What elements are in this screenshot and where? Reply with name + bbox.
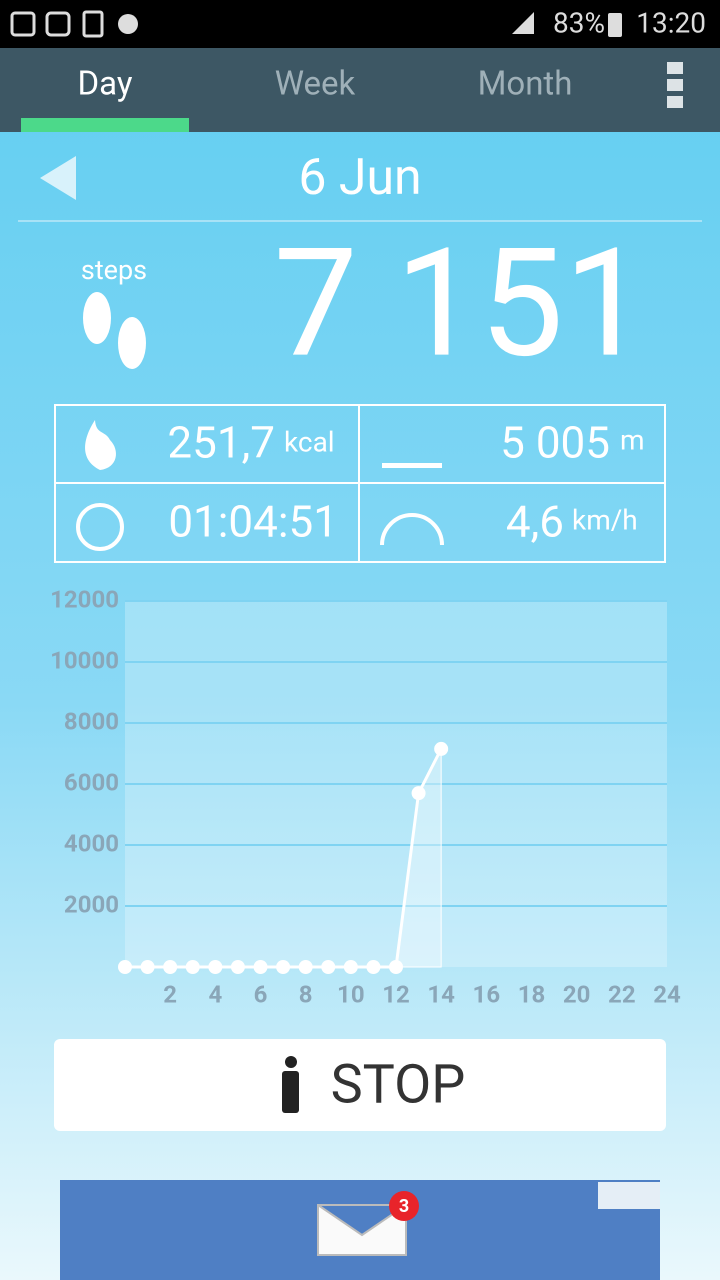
tab-month[interactable]: Month bbox=[478, 65, 573, 104]
stop-button[interactable] bbox=[54, 1039, 666, 1131]
x-tick-label: 2 bbox=[163, 980, 177, 1008]
duration-value: 01:04:51 bbox=[168, 496, 338, 548]
ad-choices[interactable] bbox=[598, 1182, 660, 1209]
y-tick-label: 12000 bbox=[50, 585, 119, 613]
clock: 13:20 bbox=[636, 6, 706, 39]
point bbox=[253, 960, 268, 974]
x-tick-label: 10 bbox=[337, 980, 365, 1008]
y-tick-label: 8000 bbox=[64, 707, 119, 735]
point bbox=[343, 960, 358, 974]
distance-unit: m bbox=[620, 423, 645, 456]
point bbox=[230, 960, 245, 974]
y-tick-label: 6000 bbox=[64, 768, 119, 796]
point bbox=[118, 960, 132, 974]
x-tick-label: 8 bbox=[299, 980, 313, 1008]
footprints-icon bbox=[83, 292, 146, 369]
point bbox=[411, 786, 426, 801]
badge-count: 3 bbox=[399, 1196, 409, 1217]
x-tick-label: 12 bbox=[382, 980, 410, 1008]
point bbox=[208, 960, 223, 974]
menu-button[interactable] bbox=[667, 62, 683, 108]
stats-grid bbox=[54, 404, 666, 563]
calories-value: 251,7 bbox=[167, 417, 275, 469]
point bbox=[389, 960, 403, 974]
x-tick-label: 20 bbox=[563, 980, 591, 1008]
point bbox=[276, 960, 291, 974]
tab-week[interactable]: Week bbox=[275, 65, 356, 104]
date: 6 Jun bbox=[298, 149, 421, 207]
x-tick-label: 22 bbox=[608, 980, 636, 1008]
point bbox=[185, 960, 200, 974]
y-tick-label: 10000 bbox=[50, 646, 119, 674]
point bbox=[163, 960, 178, 974]
x-tick-label: 4 bbox=[208, 980, 222, 1008]
speed-value: 4,6 bbox=[506, 496, 564, 548]
steps-label: steps bbox=[81, 254, 147, 286]
x-tick-label: 14 bbox=[427, 980, 455, 1008]
mail-icon bbox=[317, 1204, 407, 1256]
tab-indicator bbox=[21, 118, 189, 132]
point bbox=[140, 960, 155, 974]
tab-day[interactable]: Day bbox=[78, 65, 133, 104]
distance-value: 5 005 bbox=[500, 417, 610, 469]
back-button[interactable] bbox=[40, 156, 76, 200]
point bbox=[434, 741, 449, 756]
steps-value: 7 151 bbox=[274, 216, 648, 392]
point bbox=[366, 960, 381, 974]
x-tick-label: 24 bbox=[653, 980, 681, 1008]
stop-label[interactable]: STOP bbox=[331, 1053, 466, 1116]
y-tick-label: 2000 bbox=[64, 890, 119, 918]
point bbox=[298, 960, 313, 974]
ad-banner[interactable] bbox=[60, 1180, 660, 1280]
x-tick-label: 6 bbox=[254, 980, 268, 1008]
stat-icons bbox=[76, 420, 444, 551]
x-tick-label: 16 bbox=[473, 980, 501, 1008]
battery: 83% bbox=[553, 6, 605, 39]
walker-icon bbox=[282, 1056, 299, 1113]
y-tick-label: 4000 bbox=[64, 829, 119, 857]
x-tick-label: 18 bbox=[518, 980, 546, 1008]
point bbox=[321, 960, 336, 974]
status-icons bbox=[10, 10, 622, 38]
calories-unit: kcal bbox=[284, 425, 335, 458]
badge bbox=[389, 1191, 419, 1221]
speed-unit: km/h bbox=[572, 503, 638, 536]
